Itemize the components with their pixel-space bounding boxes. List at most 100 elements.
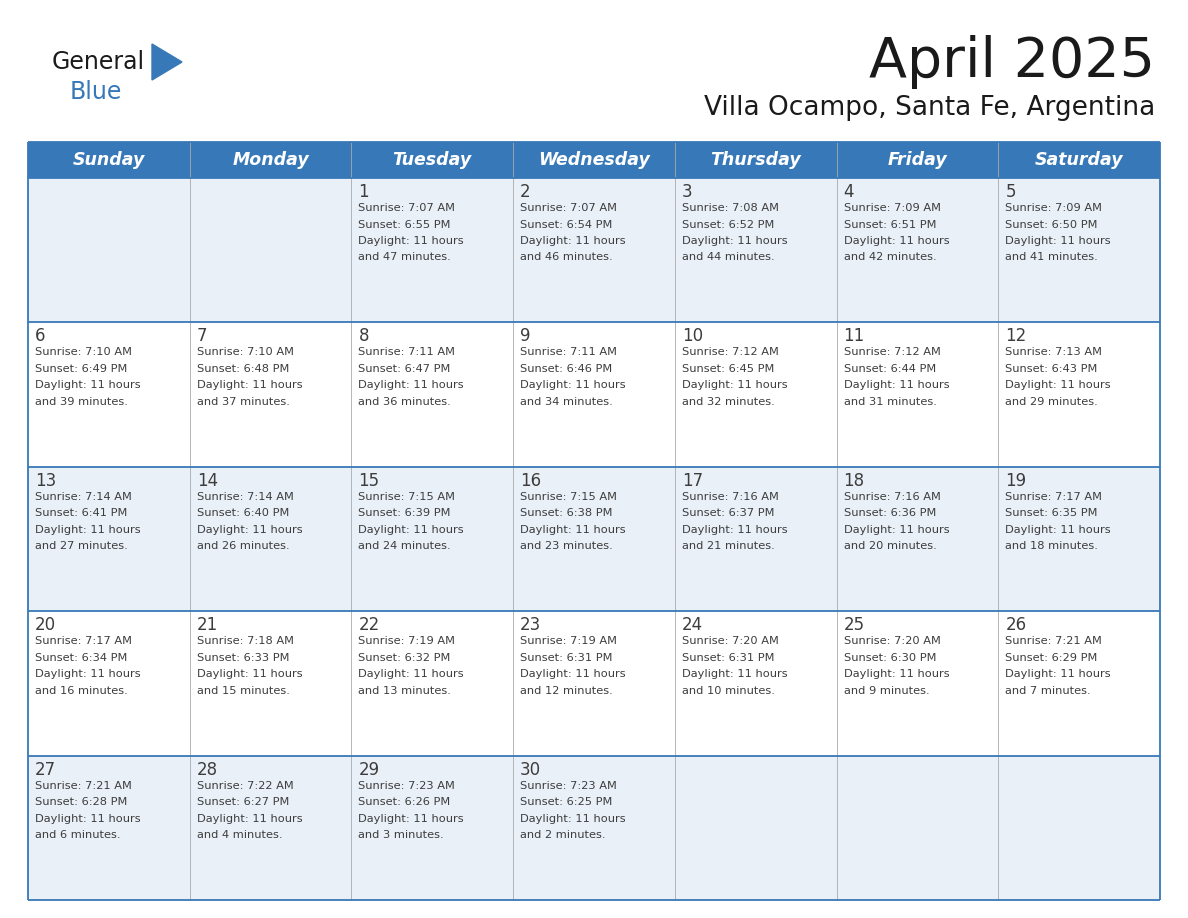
Bar bbox=[29, 178, 1159, 322]
Text: Sunrise: 7:16 AM: Sunrise: 7:16 AM bbox=[843, 492, 941, 502]
Text: Daylight: 11 hours: Daylight: 11 hours bbox=[359, 813, 465, 823]
Text: Daylight: 11 hours: Daylight: 11 hours bbox=[520, 236, 626, 246]
Text: Tuesday: Tuesday bbox=[393, 151, 472, 169]
Text: Sunset: 6:38 PM: Sunset: 6:38 PM bbox=[520, 509, 613, 519]
Text: and 20 minutes.: and 20 minutes. bbox=[843, 542, 936, 552]
Text: Daylight: 11 hours: Daylight: 11 hours bbox=[843, 380, 949, 390]
Text: and 3 minutes.: and 3 minutes. bbox=[359, 830, 444, 840]
Text: Sunset: 6:40 PM: Sunset: 6:40 PM bbox=[197, 509, 289, 519]
Text: 12: 12 bbox=[1005, 328, 1026, 345]
Text: and 47 minutes.: and 47 minutes. bbox=[359, 252, 451, 263]
Text: Sunset: 6:31 PM: Sunset: 6:31 PM bbox=[520, 653, 613, 663]
Polygon shape bbox=[152, 44, 182, 80]
Text: Daylight: 11 hours: Daylight: 11 hours bbox=[520, 669, 626, 679]
Text: Sunset: 6:45 PM: Sunset: 6:45 PM bbox=[682, 364, 775, 374]
Text: Sunrise: 7:19 AM: Sunrise: 7:19 AM bbox=[520, 636, 617, 646]
Text: 6: 6 bbox=[34, 328, 45, 345]
Text: and 24 minutes.: and 24 minutes. bbox=[359, 542, 451, 552]
Text: Sunset: 6:44 PM: Sunset: 6:44 PM bbox=[843, 364, 936, 374]
Text: Daylight: 11 hours: Daylight: 11 hours bbox=[34, 380, 140, 390]
Text: 4: 4 bbox=[843, 183, 854, 201]
Text: and 16 minutes.: and 16 minutes. bbox=[34, 686, 128, 696]
Text: Sunset: 6:41 PM: Sunset: 6:41 PM bbox=[34, 509, 127, 519]
Text: 26: 26 bbox=[1005, 616, 1026, 634]
Text: 10: 10 bbox=[682, 328, 703, 345]
Text: and 31 minutes.: and 31 minutes. bbox=[843, 397, 936, 407]
Text: and 15 minutes.: and 15 minutes. bbox=[197, 686, 290, 696]
Text: Sunset: 6:34 PM: Sunset: 6:34 PM bbox=[34, 653, 127, 663]
Text: Sunset: 6:25 PM: Sunset: 6:25 PM bbox=[520, 797, 613, 807]
Text: 9: 9 bbox=[520, 328, 531, 345]
Text: Monday: Monday bbox=[232, 151, 309, 169]
Text: and 7 minutes.: and 7 minutes. bbox=[1005, 686, 1091, 696]
Text: Sunrise: 7:21 AM: Sunrise: 7:21 AM bbox=[1005, 636, 1102, 646]
Text: Sunset: 6:48 PM: Sunset: 6:48 PM bbox=[197, 364, 289, 374]
Text: 19: 19 bbox=[1005, 472, 1026, 490]
Text: Daylight: 11 hours: Daylight: 11 hours bbox=[520, 525, 626, 535]
Text: and 13 minutes.: and 13 minutes. bbox=[359, 686, 451, 696]
Text: Sunset: 6:26 PM: Sunset: 6:26 PM bbox=[359, 797, 450, 807]
Text: 13: 13 bbox=[34, 472, 56, 490]
Text: Daylight: 11 hours: Daylight: 11 hours bbox=[682, 380, 788, 390]
Text: Sunrise: 7:07 AM: Sunrise: 7:07 AM bbox=[359, 203, 455, 213]
Text: Sunrise: 7:17 AM: Sunrise: 7:17 AM bbox=[34, 636, 132, 646]
Text: and 29 minutes.: and 29 minutes. bbox=[1005, 397, 1098, 407]
Text: 27: 27 bbox=[34, 761, 56, 778]
Text: 17: 17 bbox=[682, 472, 703, 490]
Text: Daylight: 11 hours: Daylight: 11 hours bbox=[34, 669, 140, 679]
Text: Daylight: 11 hours: Daylight: 11 hours bbox=[520, 813, 626, 823]
Text: 29: 29 bbox=[359, 761, 379, 778]
Text: Sunrise: 7:21 AM: Sunrise: 7:21 AM bbox=[34, 780, 132, 790]
Text: Sunrise: 7:18 AM: Sunrise: 7:18 AM bbox=[197, 636, 293, 646]
Text: 3: 3 bbox=[682, 183, 693, 201]
Text: Wednesday: Wednesday bbox=[538, 151, 650, 169]
Text: 21: 21 bbox=[197, 616, 217, 634]
Text: Sunset: 6:35 PM: Sunset: 6:35 PM bbox=[1005, 509, 1098, 519]
Text: April 2025: April 2025 bbox=[868, 35, 1155, 89]
Text: Sunset: 6:27 PM: Sunset: 6:27 PM bbox=[197, 797, 289, 807]
Text: 22: 22 bbox=[359, 616, 380, 634]
Text: Sunset: 6:36 PM: Sunset: 6:36 PM bbox=[843, 509, 936, 519]
Text: Daylight: 11 hours: Daylight: 11 hours bbox=[1005, 669, 1111, 679]
Text: Daylight: 11 hours: Daylight: 11 hours bbox=[1005, 380, 1111, 390]
Text: Daylight: 11 hours: Daylight: 11 hours bbox=[359, 380, 465, 390]
Text: Sunrise: 7:20 AM: Sunrise: 7:20 AM bbox=[682, 636, 778, 646]
Text: Sunrise: 7:12 AM: Sunrise: 7:12 AM bbox=[843, 347, 941, 357]
Text: Daylight: 11 hours: Daylight: 11 hours bbox=[197, 380, 302, 390]
Text: Sunrise: 7:11 AM: Sunrise: 7:11 AM bbox=[520, 347, 617, 357]
Text: Sunset: 6:28 PM: Sunset: 6:28 PM bbox=[34, 797, 127, 807]
Text: Sunrise: 7:19 AM: Sunrise: 7:19 AM bbox=[359, 636, 455, 646]
Text: Villa Ocampo, Santa Fe, Argentina: Villa Ocampo, Santa Fe, Argentina bbox=[703, 95, 1155, 121]
Text: Friday: Friday bbox=[887, 151, 947, 169]
Text: Sunset: 6:51 PM: Sunset: 6:51 PM bbox=[843, 219, 936, 230]
Text: 14: 14 bbox=[197, 472, 217, 490]
Text: Daylight: 11 hours: Daylight: 11 hours bbox=[359, 236, 465, 246]
Text: and 10 minutes.: and 10 minutes. bbox=[682, 686, 775, 696]
Text: Sunrise: 7:12 AM: Sunrise: 7:12 AM bbox=[682, 347, 778, 357]
Text: Sunset: 6:52 PM: Sunset: 6:52 PM bbox=[682, 219, 775, 230]
Bar bbox=[29, 466, 1159, 611]
Text: and 27 minutes.: and 27 minutes. bbox=[34, 542, 128, 552]
Text: Sunrise: 7:11 AM: Sunrise: 7:11 AM bbox=[359, 347, 455, 357]
Text: Sunset: 6:30 PM: Sunset: 6:30 PM bbox=[843, 653, 936, 663]
Text: and 34 minutes.: and 34 minutes. bbox=[520, 397, 613, 407]
Text: Sunrise: 7:10 AM: Sunrise: 7:10 AM bbox=[197, 347, 293, 357]
Text: Sunrise: 7:09 AM: Sunrise: 7:09 AM bbox=[843, 203, 941, 213]
Text: Sunrise: 7:08 AM: Sunrise: 7:08 AM bbox=[682, 203, 779, 213]
Text: Sunrise: 7:10 AM: Sunrise: 7:10 AM bbox=[34, 347, 132, 357]
Bar bbox=[29, 611, 1159, 756]
Text: Sunrise: 7:20 AM: Sunrise: 7:20 AM bbox=[843, 636, 941, 646]
Text: Sunset: 6:46 PM: Sunset: 6:46 PM bbox=[520, 364, 612, 374]
Text: Blue: Blue bbox=[70, 80, 122, 104]
Text: 15: 15 bbox=[359, 472, 379, 490]
Text: Sunset: 6:33 PM: Sunset: 6:33 PM bbox=[197, 653, 289, 663]
Text: Sunset: 6:54 PM: Sunset: 6:54 PM bbox=[520, 219, 613, 230]
Text: Sunset: 6:50 PM: Sunset: 6:50 PM bbox=[1005, 219, 1098, 230]
Text: and 6 minutes.: and 6 minutes. bbox=[34, 830, 120, 840]
Text: Sunrise: 7:15 AM: Sunrise: 7:15 AM bbox=[520, 492, 617, 502]
Text: 11: 11 bbox=[843, 328, 865, 345]
Text: Daylight: 11 hours: Daylight: 11 hours bbox=[843, 236, 949, 246]
Text: General: General bbox=[52, 50, 145, 74]
Text: Sunrise: 7:13 AM: Sunrise: 7:13 AM bbox=[1005, 347, 1102, 357]
Bar bbox=[29, 142, 1159, 178]
